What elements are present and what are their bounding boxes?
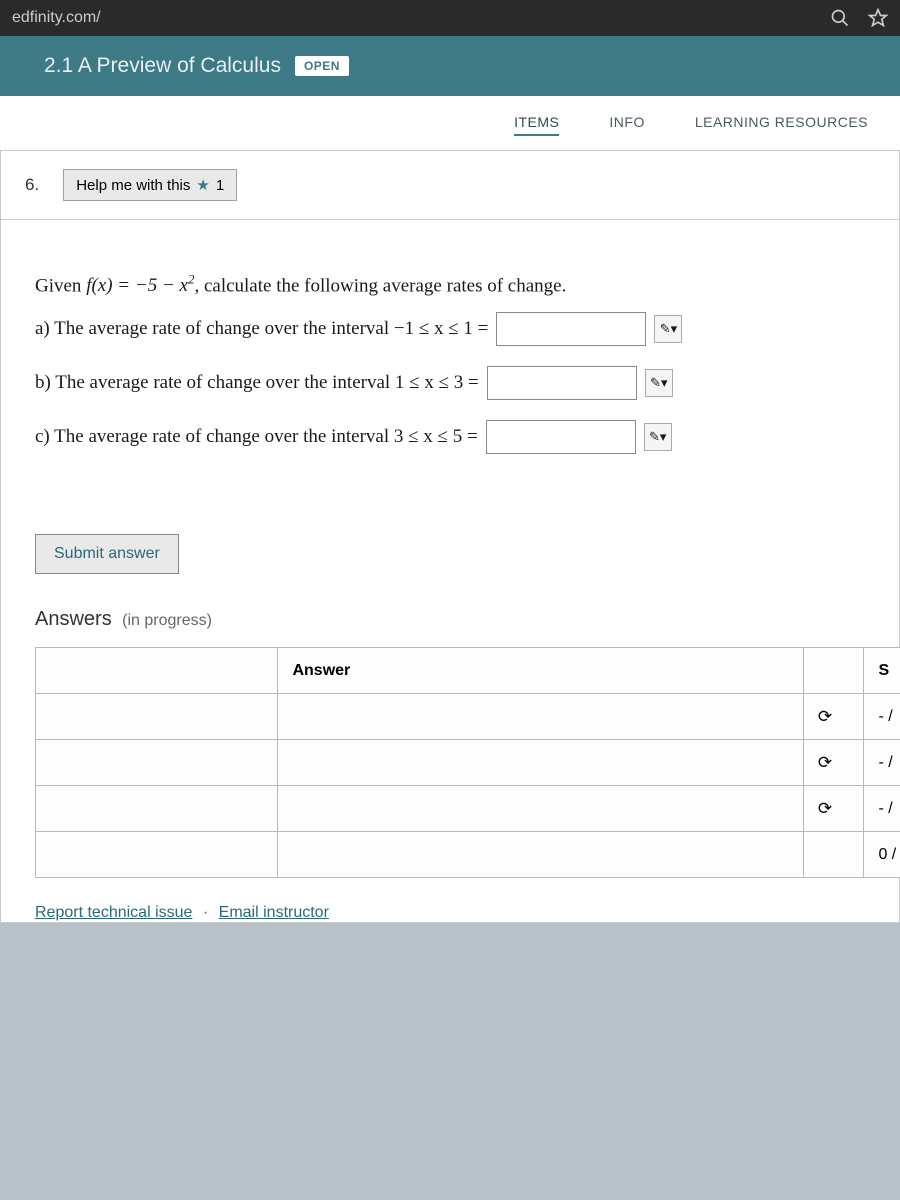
row-label [36,694,278,740]
equation-editor-icon[interactable]: ✎▾ [644,423,672,451]
status-badge: OPEN [295,56,349,76]
table-row: ⟳ - / [36,694,900,740]
answers-table: Answer S ⟳ - / ⟳ - / ⟳ - / [35,647,900,878]
question-prompt: Given f(x) = −5 − x2, calculate the foll… [35,268,865,304]
retry-icon[interactable]: ⟳ [818,799,832,818]
part-a-text: a) The average rate of change over the i… [35,312,488,346]
retry-icon[interactable]: ⟳ [818,753,832,772]
report-issue-link[interactable]: Report technical issue [35,904,192,921]
answers-subtitle: (in progress) [122,612,212,629]
part-a-row: a) The average rate of change over the i… [35,312,865,346]
col-answer: Answer [278,648,803,694]
question-header: 6. Help me with this ★ 1 [1,151,899,220]
retry-icon[interactable]: ⟳ [818,707,832,726]
part-c-row: c) The average rate of change over the i… [35,420,865,454]
part-c-input[interactable] [486,420,636,454]
footer-links: Report technical issue · Email instructo… [1,878,899,922]
col-score: S [864,648,900,694]
part-b-row: b) The average rate of change over the i… [35,366,865,400]
equation-editor-icon[interactable]: ✎▾ [645,369,673,397]
star-icon: ★ [196,176,209,194]
col-blank [36,648,278,694]
separator-dot: · [197,904,214,921]
submit-answer-button[interactable]: Submit answer [35,534,179,574]
row-score: - / [864,740,900,786]
help-count: 1 [216,177,224,194]
url-text: edfinity.com/ [12,9,101,27]
part-b-text: b) The average rate of change over the i… [35,366,479,400]
row-label [36,832,278,878]
browser-url-bar: edfinity.com/ [0,0,900,36]
table-header-row: Answer S [36,648,900,694]
given-word: Given [35,275,86,296]
browser-actions [830,8,888,28]
part-c-text: c) The average rate of change over the i… [35,420,478,454]
question-content: 6. Help me with this ★ 1 Given f(x) = −5… [0,151,900,923]
row-answer [278,786,803,832]
search-icon[interactable] [830,8,850,28]
bookmark-star-icon[interactable] [868,8,888,28]
tab-learning-resources[interactable]: LEARNING RESOURCES [695,114,868,136]
row-answer [278,832,803,878]
row-score: 0 / [864,832,900,878]
col-retry [803,648,864,694]
email-instructor-link[interactable]: Email instructor [219,904,329,921]
part-b-input[interactable] [487,366,637,400]
table-row: ⟳ - / [36,740,900,786]
help-button[interactable]: Help me with this ★ 1 [63,169,237,201]
table-row: ⟳ - / [36,786,900,832]
row-score: - / [864,786,900,832]
question-body: Given f(x) = −5 − x2, calculate the foll… [1,220,899,504]
help-label: Help me with this [76,177,190,194]
row-label [36,786,278,832]
course-title: 2.1 A Preview of Calculus [44,54,281,78]
table-row: 0 / [36,832,900,878]
answers-title: Answers [35,608,112,630]
row-answer [278,740,803,786]
course-header: 2.1 A Preview of Calculus OPEN [0,36,900,96]
equation-editor-icon[interactable]: ✎▾ [654,315,682,343]
row-score: - / [864,694,900,740]
question-number: 6. [25,175,39,195]
part-a-input[interactable] [496,312,646,346]
row-answer [278,694,803,740]
prompt-tail: , calculate the following average rates … [194,275,566,296]
tab-items[interactable]: ITEMS [514,114,559,136]
nav-tabs: ITEMS INFO LEARNING RESOURCES [0,96,900,151]
row-label [36,740,278,786]
fx-expr: f(x) = −5 − x [86,275,188,296]
answers-section: Answers (in progress) Answer S ⟳ - / ⟳ -… [1,574,899,878]
tab-info[interactable]: INFO [609,114,644,136]
